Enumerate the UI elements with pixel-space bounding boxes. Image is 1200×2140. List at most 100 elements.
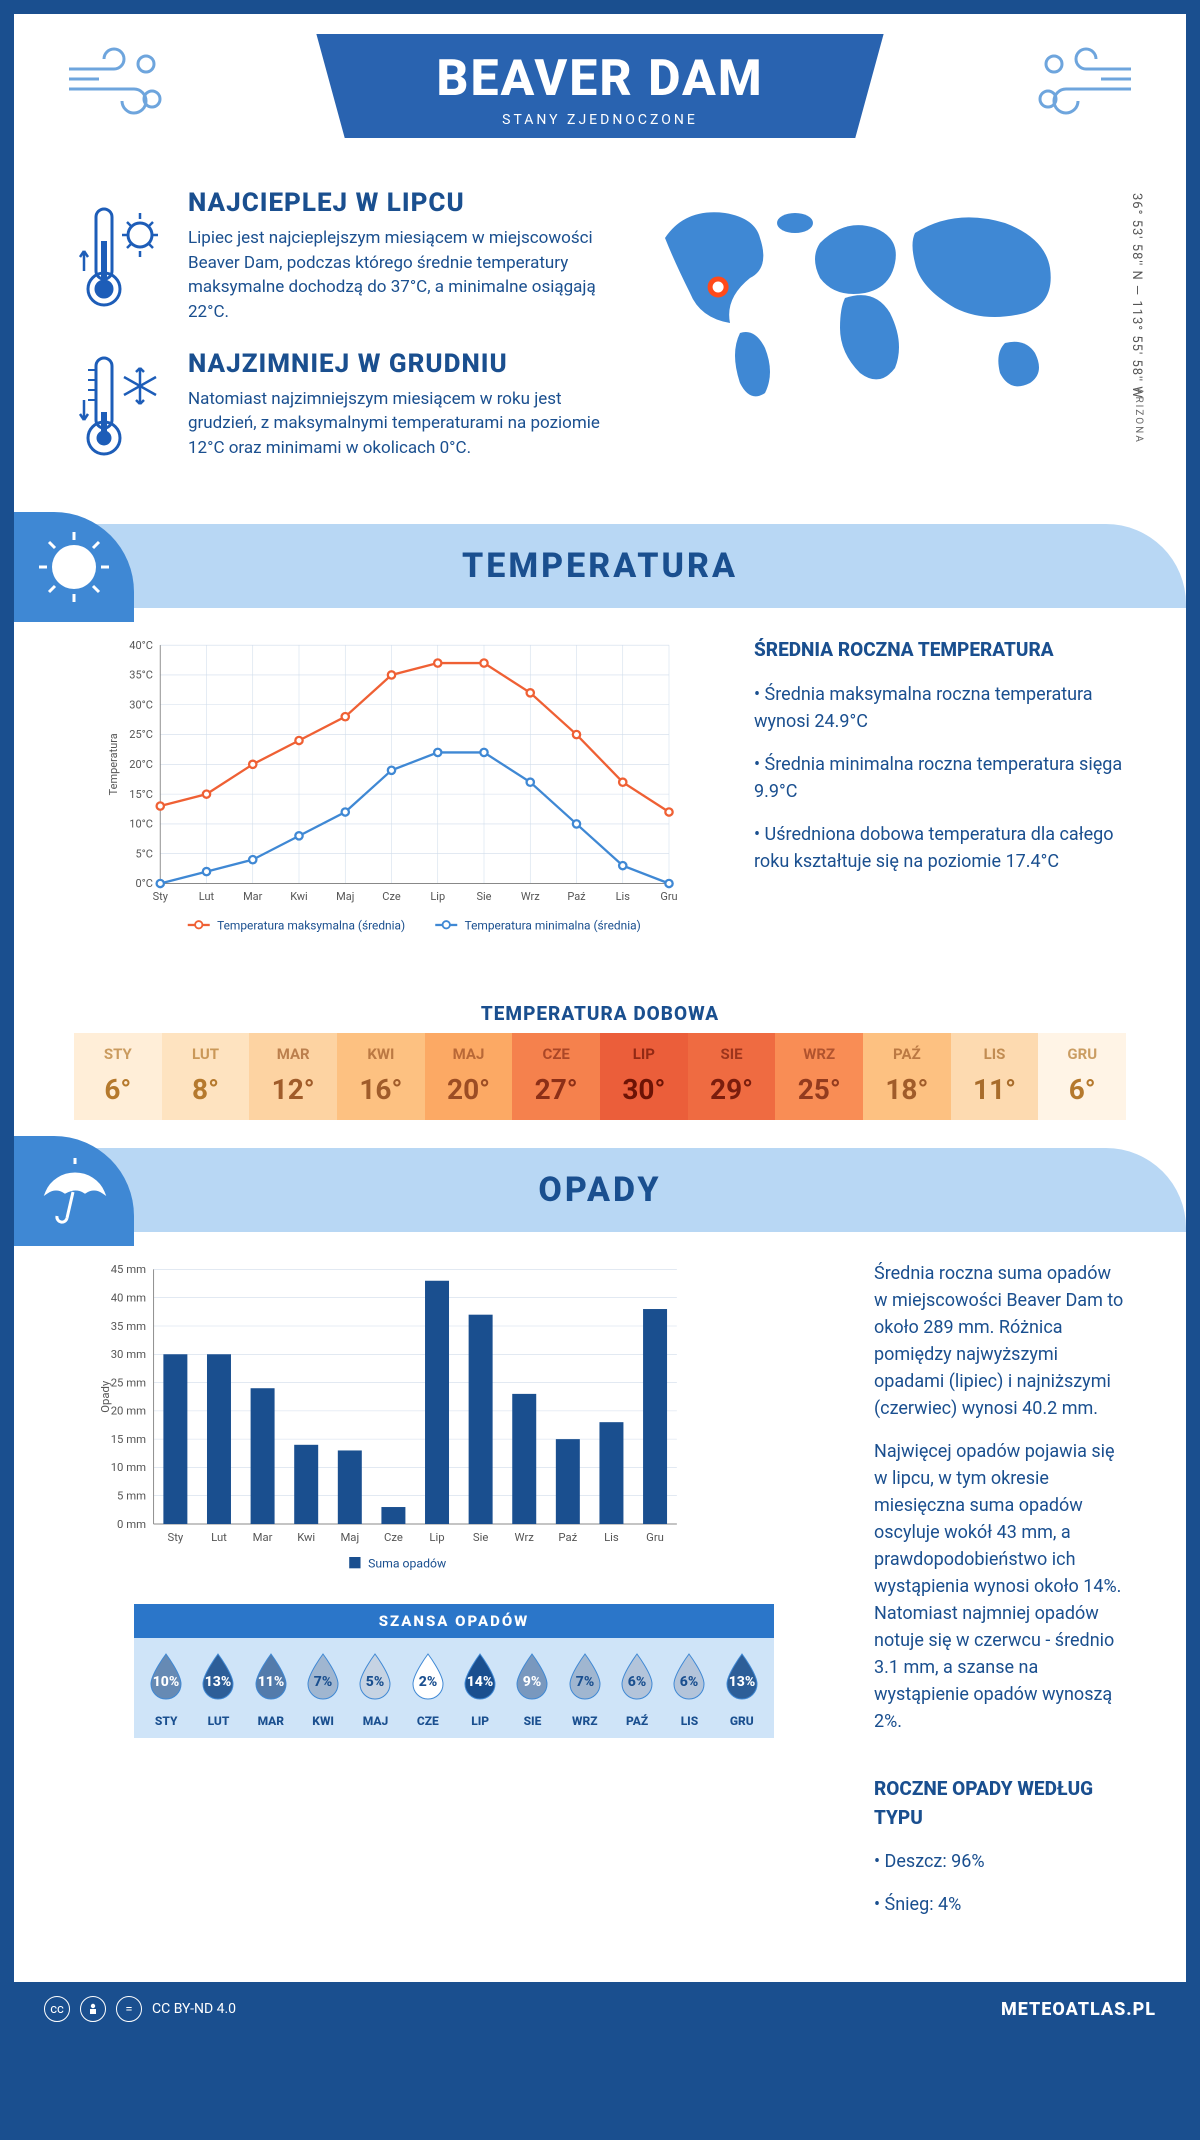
daily-temp-cell: WRZ 25° <box>775 1033 863 1120</box>
daily-temp-cell: PAŹ 18° <box>863 1033 951 1120</box>
svg-text:Cze: Cze <box>382 890 401 903</box>
svg-text:Sie: Sie <box>476 890 491 903</box>
precip-snow: • Śnieg: 4% <box>874 1891 1126 1918</box>
header-banner: BEAVER DAM STANY ZJEDNOCZONE <box>316 34 883 138</box>
chance-cell: 13% GRU <box>716 1652 768 1728</box>
svg-text:Wrz: Wrz <box>521 890 540 903</box>
chance-cell: 10% STY <box>140 1652 192 1728</box>
daily-temp-cell: STY 6° <box>74 1033 162 1120</box>
daily-temp-cell: LIP 30° <box>600 1033 688 1120</box>
svg-text:35°C: 35°C <box>129 669 153 682</box>
chance-cell: 5% MAJ <box>349 1652 401 1728</box>
daily-temp-cell: MAR 12° <box>249 1033 337 1120</box>
precip-type-heading: ROCZNE OPADY WEDŁUG TYPU <box>874 1775 1126 1832</box>
svg-text:6%: 6% <box>680 1674 698 1690</box>
svg-text:Mar: Mar <box>253 1531 273 1544</box>
wind-icon <box>64 44 174 140</box>
hottest-text: Lipiec jest najcieplejszym miesiącem w m… <box>188 226 605 325</box>
precip-rain: • Deszcz: 96% <box>874 1848 1126 1875</box>
svg-text:Temperatura maksymalna (średni: Temperatura maksymalna (średnia) <box>217 919 405 933</box>
avg-temp-heading: ŚREDNIA ROCZNA TEMPERATURA <box>754 636 1126 665</box>
map-panel: 36° 53' 58'' N — 113° 55' 58'' W ARIZONA <box>645 188 1126 484</box>
chance-cell: 7% WRZ <box>559 1652 611 1728</box>
avg-temp-b2: • Średnia minimalna roczna temperatura s… <box>754 751 1126 805</box>
svg-text:10%: 10% <box>153 1674 180 1690</box>
svg-text:0°C: 0°C <box>135 878 152 891</box>
svg-text:6%: 6% <box>628 1674 646 1690</box>
svg-text:5°C: 5°C <box>135 848 152 861</box>
svg-text:45 mm: 45 mm <box>111 1264 146 1277</box>
svg-text:Suma opadów: Suma opadów <box>368 1557 446 1571</box>
coldest-summary: NAJZIMNIEJ W GRUDNIU Natomiast najzimnie… <box>74 349 605 461</box>
coldest-text: Natomiast najzimniejszym miesiącem w rok… <box>188 387 605 461</box>
svg-text:Lip: Lip <box>429 1531 444 1544</box>
svg-text:Opady: Opady <box>99 1381 112 1414</box>
svg-text:30 mm: 30 mm <box>111 1349 146 1362</box>
svg-text:10 mm: 10 mm <box>111 1462 146 1475</box>
nd-icon: = <box>116 1996 142 2022</box>
svg-text:Maj: Maj <box>340 1531 359 1544</box>
svg-text:40 mm: 40 mm <box>111 1292 146 1305</box>
svg-text:Lut: Lut <box>199 890 215 903</box>
svg-text:Lut: Lut <box>211 1531 227 1544</box>
svg-text:5 mm: 5 mm <box>117 1490 146 1503</box>
license-text: CC BY-ND 4.0 <box>152 2001 236 2017</box>
avg-temp-b3: • Uśredniona dobowa temperatura dla całe… <box>754 821 1126 875</box>
precip-chart: 0 mm5 mm10 mm15 mm20 mm25 mm30 mm35 mm40… <box>74 1260 834 1934</box>
daily-temp-cell: KWI 16° <box>337 1033 425 1120</box>
daily-temp-cell: MAJ 20° <box>425 1033 513 1120</box>
coldest-title: NAJZIMNIEJ W GRUDNIU <box>188 349 605 379</box>
temperature-text: ŚREDNIA ROCZNA TEMPERATURA • Średnia mak… <box>754 636 1126 970</box>
svg-text:9%: 9% <box>523 1674 541 1690</box>
svg-text:13%: 13% <box>205 1674 232 1690</box>
daily-temp-cell: CZE 27° <box>512 1033 600 1120</box>
overview-summaries: NAJCIEPLEJ W LIPCU Lipiec jest najcieple… <box>74 188 605 484</box>
svg-text:5%: 5% <box>366 1674 384 1690</box>
svg-text:20 mm: 20 mm <box>111 1405 146 1418</box>
precip-p2: Najwięcej opadów pojawia się w lipcu, w … <box>874 1438 1126 1735</box>
chance-cell: 7% KWI <box>297 1652 349 1728</box>
svg-text:Lis: Lis <box>616 890 631 903</box>
svg-text:Lis: Lis <box>604 1531 619 1544</box>
hottest-summary: NAJCIEPLEJ W LIPCU Lipiec jest najcieple… <box>74 188 605 325</box>
svg-text:11%: 11% <box>258 1674 285 1690</box>
chance-cell: 14% LIP <box>454 1652 506 1728</box>
world-map-icon <box>645 188 1075 408</box>
daily-temp-cell: LUT 8° <box>162 1033 250 1120</box>
svg-text:Lip: Lip <box>430 890 445 903</box>
sun-icon <box>14 512 134 622</box>
svg-text:Paź: Paź <box>558 1531 577 1544</box>
thermometer-cold-icon <box>74 349 170 461</box>
section-precip-bar: OPADY <box>14 1148 1186 1232</box>
temperature-row: 0°C5°C10°C15°C20°C25°C30°C35°C40°CStyLut… <box>14 636 1186 990</box>
chance-title: SZANSA OPADÓW <box>134 1604 774 1638</box>
by-icon <box>80 1996 106 2022</box>
page: BEAVER DAM STANY ZJEDNOCZONE NAJCIEPLEJ … <box>14 14 1186 2036</box>
avg-temp-b1: • Średnia maksymalna roczna temperatura … <box>754 681 1126 735</box>
svg-text:Sty: Sty <box>153 890 169 903</box>
daily-temp-cell: LIS 11° <box>951 1033 1039 1120</box>
chance-cell: 9% SIE <box>506 1652 558 1728</box>
svg-text:7%: 7% <box>314 1674 332 1690</box>
svg-text:Wrz: Wrz <box>515 1531 535 1544</box>
precip-row: 0 mm5 mm10 mm15 mm20 mm25 mm30 mm35 mm40… <box>14 1260 1186 1954</box>
svg-text:35 mm: 35 mm <box>111 1320 146 1333</box>
footer: cc = CC BY-ND 4.0 METEOATLAS.PL <box>14 1982 1186 2036</box>
precip-text: Średnia roczna suma opadów w miejscowośc… <box>874 1260 1126 1934</box>
location-title: BEAVER DAM <box>436 50 763 108</box>
svg-text:0 mm: 0 mm <box>117 1518 146 1531</box>
svg-text:25 mm: 25 mm <box>111 1377 146 1390</box>
country-subtitle: STANY ZJEDNOCZONE <box>436 112 763 128</box>
svg-text:Temperatura: Temperatura <box>107 734 120 796</box>
chance-cell: 6% LIS <box>663 1652 715 1728</box>
svg-text:15°C: 15°C <box>129 788 153 801</box>
svg-text:Kwi: Kwi <box>297 1531 315 1544</box>
overview-row: NAJCIEPLEJ W LIPCU Lipiec jest najcieple… <box>14 168 1186 514</box>
thermometer-hot-icon <box>74 188 170 325</box>
chance-cell: 6% PAŹ <box>611 1652 663 1728</box>
cc-icon: cc <box>44 1996 70 2022</box>
svg-text:25°C: 25°C <box>129 729 153 742</box>
svg-text:10°C: 10°C <box>129 818 153 831</box>
svg-text:Gru: Gru <box>660 890 677 903</box>
svg-text:Kwi: Kwi <box>290 890 308 903</box>
